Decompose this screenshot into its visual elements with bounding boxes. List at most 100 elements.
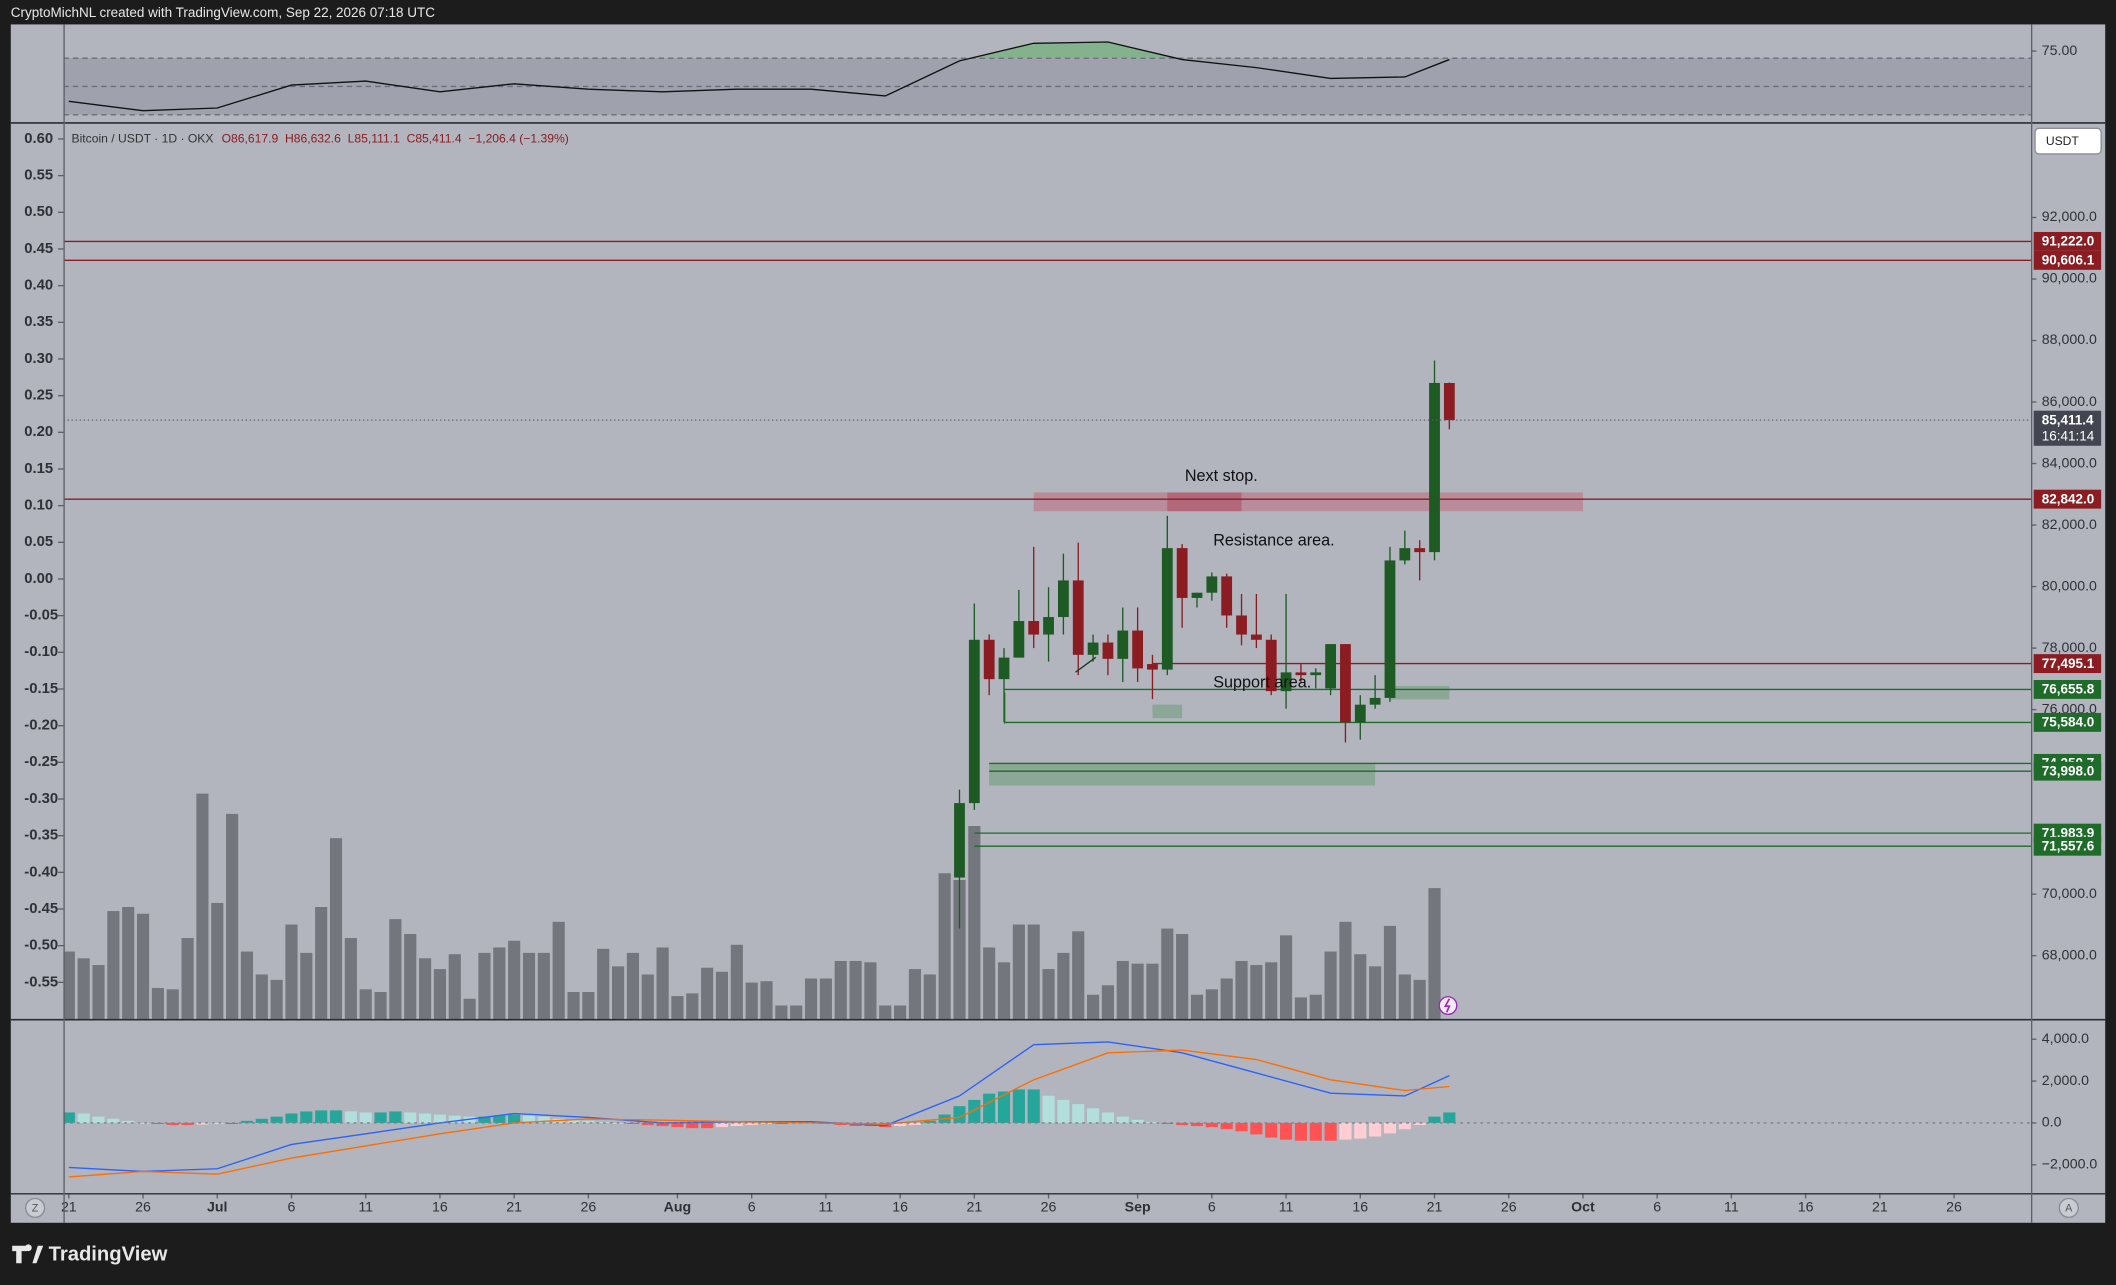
macd-histogram-bar bbox=[1294, 1122, 1307, 1141]
volume-bar bbox=[226, 813, 239, 1020]
axis-button[interactable] bbox=[2058, 1197, 2079, 1219]
y-tick-label: 92,000.0 bbox=[2042, 209, 2097, 225]
volume-bar bbox=[285, 924, 298, 1020]
volume-bar bbox=[508, 940, 521, 1020]
zone bbox=[1033, 492, 1583, 512]
macd-histogram-bar bbox=[1220, 1122, 1233, 1130]
macd-histogram-bar bbox=[433, 1114, 447, 1123]
macd-histogram-bar bbox=[77, 1113, 90, 1123]
volume-bar bbox=[567, 992, 580, 1020]
x-tick-label: 26 bbox=[1501, 1200, 1517, 1216]
volume-bar bbox=[1027, 924, 1040, 1020]
volume-bar bbox=[1250, 965, 1263, 1020]
volume-bar bbox=[597, 948, 610, 1020]
left-tick-label: 0.35 bbox=[24, 314, 53, 330]
volume-bar bbox=[463, 998, 476, 1020]
volume-bar bbox=[419, 958, 432, 1020]
macd-histogram-bar bbox=[701, 1122, 714, 1129]
volume-bar bbox=[745, 982, 758, 1020]
left-tick-label: 0.10 bbox=[24, 498, 53, 514]
volume-bar bbox=[374, 992, 387, 1020]
volume-bar bbox=[686, 993, 699, 1020]
price-level-label: 75,584.0 bbox=[2042, 715, 2095, 730]
volume-bar bbox=[1265, 962, 1278, 1020]
macd-histogram-bar bbox=[136, 1122, 150, 1124]
macd-histogram-bar bbox=[344, 1111, 357, 1123]
volume-bar bbox=[1101, 985, 1115, 1020]
candle-body bbox=[1206, 576, 1218, 593]
rsi-line bbox=[68, 41, 1450, 112]
macd-histogram-bar bbox=[983, 1093, 996, 1123]
volume-bar bbox=[1428, 888, 1441, 1020]
symbol-label: Bitcoin / USDT · 1D · OKX bbox=[72, 131, 214, 145]
volume-bar bbox=[1369, 966, 1382, 1020]
macd-histogram-bar bbox=[537, 1116, 550, 1123]
macd-pane bbox=[63, 1041, 2031, 1178]
volume-bar bbox=[537, 952, 550, 1020]
annotation: Support area. bbox=[1213, 673, 1311, 691]
rsi-tick-label: 75.00 bbox=[2042, 43, 2078, 59]
volume-bar bbox=[255, 974, 268, 1020]
currency-button[interactable] bbox=[2034, 127, 2102, 155]
candle-body bbox=[1161, 548, 1173, 670]
candle-body bbox=[1221, 576, 1233, 616]
x-tick-label: 6 bbox=[748, 1200, 756, 1216]
annotation: Resistance area. bbox=[1213, 532, 1334, 550]
x-tick-label: 21 bbox=[966, 1200, 982, 1216]
volume-bar bbox=[1220, 978, 1233, 1020]
macd-tick-label: −2,000.0 bbox=[2042, 1156, 2098, 1172]
zone bbox=[989, 762, 1376, 786]
left-tick-label: -0.50 bbox=[24, 938, 58, 954]
macd-histogram-bar bbox=[1146, 1121, 1159, 1123]
price-level-tag bbox=[2033, 712, 2102, 732]
volume-bar bbox=[1176, 933, 1189, 1020]
volume-bar bbox=[359, 989, 372, 1020]
macd-histogram-bar bbox=[1369, 1122, 1382, 1137]
ohlc-value: O86,617.9 bbox=[222, 131, 279, 145]
candle-body bbox=[1191, 592, 1203, 598]
candle-body bbox=[1384, 560, 1396, 698]
x-tick-label: 21 bbox=[1872, 1200, 1888, 1216]
price-level-label: 91,222.0 bbox=[2042, 234, 2095, 249]
candle-body bbox=[1369, 697, 1381, 705]
macd-histogram-bar bbox=[1042, 1095, 1055, 1123]
volume-bar bbox=[1042, 969, 1055, 1020]
volume-bar bbox=[730, 944, 743, 1020]
x-tick-label: 16 bbox=[432, 1200, 448, 1216]
x-tick-label: Aug bbox=[664, 1200, 692, 1216]
macd-histogram-bar bbox=[315, 1110, 328, 1123]
candle-body bbox=[1236, 615, 1247, 635]
macd-tick-label: 2,000.0 bbox=[2042, 1073, 2089, 1089]
volume-bar bbox=[1279, 935, 1293, 1020]
left-tick-label: 0.50 bbox=[24, 204, 53, 220]
macd-histogram-bar bbox=[1190, 1122, 1204, 1127]
volume-bar bbox=[923, 974, 936, 1020]
volume-bar bbox=[834, 960, 847, 1020]
macd-histogram-bar bbox=[1087, 1108, 1100, 1123]
price-level-label: 71,557.6 bbox=[2042, 838, 2095, 853]
header-text: CryptoMichNL created with TradingView.co… bbox=[11, 5, 435, 20]
price-level-label: 71,983.9 bbox=[2042, 825, 2095, 840]
volume-bar bbox=[329, 838, 343, 1020]
event-icon-glyph bbox=[1443, 998, 1451, 1013]
macd-histogram-bar bbox=[270, 1116, 283, 1123]
axis-button[interactable] bbox=[24, 1197, 46, 1219]
macd-histogram-bar bbox=[329, 1110, 343, 1123]
candle-body bbox=[1028, 621, 1040, 635]
macd-histogram-bar bbox=[908, 1122, 922, 1126]
macd-histogram-bar bbox=[1354, 1122, 1367, 1139]
left-tick-label: -0.30 bbox=[24, 791, 58, 807]
brand-name: TradingView bbox=[49, 1244, 168, 1266]
left-tick-label: 0.20 bbox=[24, 424, 53, 440]
rsi-pane bbox=[63, 41, 2031, 116]
x-tick-label: 6 bbox=[1653, 1200, 1661, 1216]
rsi-overbought-fill bbox=[68, 41, 1450, 59]
macd-histogram-bar bbox=[404, 1112, 417, 1123]
left-tick-label: 0.15 bbox=[24, 461, 53, 477]
volume-bar bbox=[1294, 997, 1307, 1020]
left-tick-label: -0.20 bbox=[24, 718, 58, 734]
left-tick-label: 0.25 bbox=[24, 388, 53, 404]
price-level-tag bbox=[2033, 761, 2102, 781]
left-tick-label: 0.60 bbox=[24, 131, 53, 147]
volume-bar bbox=[552, 921, 565, 1020]
